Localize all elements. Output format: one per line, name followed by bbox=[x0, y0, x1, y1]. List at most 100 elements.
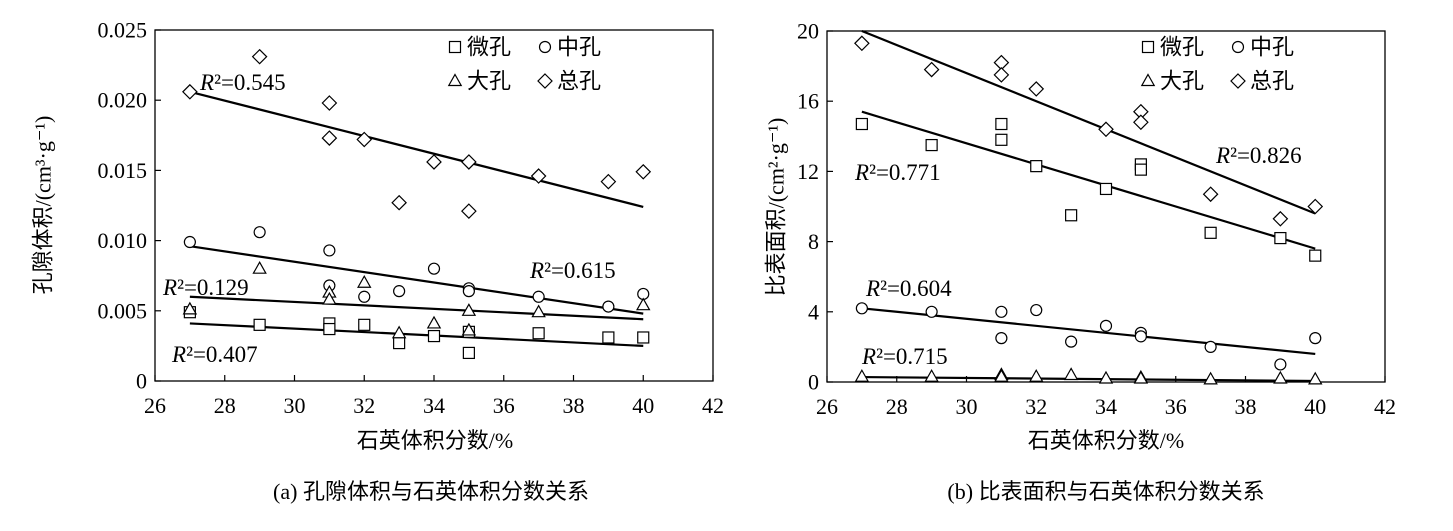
data-point-macropore bbox=[391, 325, 407, 339]
legend-label: 中孔 bbox=[557, 35, 601, 60]
trendline-total-pore bbox=[189, 90, 644, 208]
data-point-mesopore bbox=[1030, 303, 1043, 317]
x-tick-label: 32 bbox=[1025, 394, 1047, 419]
trendline-macropore bbox=[189, 295, 644, 321]
panel-a: 孔隙体积/(cm³·g⁻¹) 石英体积分数/% (a) 孔隙体积与石英体积分数关… bbox=[31, 18, 725, 505]
data-point-macropore bbox=[461, 303, 477, 316]
data-point-total-pore bbox=[1202, 186, 1219, 203]
data-point-total-pore bbox=[182, 83, 198, 100]
panel-b: 比表面积/(cm²·g⁻¹) 石英体积分数/% (b) 比表面积与石英体积分数关… bbox=[764, 19, 1397, 505]
data-point-total-pore bbox=[923, 61, 940, 78]
legend-diamond-icon bbox=[537, 73, 553, 89]
data-point-micropore bbox=[855, 117, 868, 131]
data-point-total-pore bbox=[356, 131, 373, 148]
data-point-macropore bbox=[924, 369, 939, 382]
series-total-pore bbox=[854, 29, 1324, 227]
series-micropore bbox=[855, 110, 1322, 262]
y-tick-label: 16 bbox=[797, 89, 819, 114]
legend-label: 总孔 bbox=[557, 69, 601, 94]
data-point-micropore bbox=[602, 331, 615, 344]
x-tick-label: 28 bbox=[886, 394, 908, 419]
data-point-macropore bbox=[1029, 369, 1044, 382]
data-point-mesopore bbox=[1274, 358, 1287, 371]
caption-a: (a) 孔隙体积与石英体积分数关系 bbox=[273, 479, 589, 504]
r-squared-label-total-pore: R²=0.545 bbox=[199, 70, 286, 95]
y-tick-label: 4 bbox=[808, 299, 819, 324]
data-point-mesopore bbox=[427, 262, 441, 275]
data-point-micropore bbox=[925, 138, 938, 152]
legend-entry-mesopore: 中孔 bbox=[538, 35, 601, 60]
plot-area-b: 26 28 30 32 34 36 38 40 42 0 4 8 12 16 20 R²=0.771 微孔 R²=… bbox=[797, 19, 1396, 420]
data-point-mesopore bbox=[393, 285, 406, 298]
data-point-total-pore bbox=[635, 163, 652, 180]
legend-entry-total-pore: 总孔 bbox=[1230, 69, 1294, 94]
data-point-micropore bbox=[427, 329, 441, 343]
x-tick-label: 42 bbox=[702, 393, 724, 418]
legend-square-icon bbox=[448, 40, 462, 54]
y-tick-label: 0 bbox=[808, 370, 819, 395]
legend-label: 微孔 bbox=[1160, 35, 1204, 60]
plot-area-a: 26 28 30 32 34 36 38 40 42 0 0.005 0.010 0.015 0.020 0… bbox=[98, 18, 725, 419]
data-point-mesopore bbox=[1204, 340, 1217, 353]
data-point-micropore bbox=[637, 331, 650, 344]
data-point-macropore bbox=[531, 304, 546, 318]
x-tick-label: 26 bbox=[144, 393, 166, 418]
x-tick-label: 38 bbox=[563, 393, 585, 418]
x-tick-label: 26 bbox=[816, 394, 838, 419]
data-point-mesopore bbox=[323, 244, 336, 257]
data-point-micropore bbox=[358, 318, 371, 331]
legend-label: 中孔 bbox=[1250, 35, 1294, 60]
legend-label: 微孔 bbox=[467, 35, 511, 60]
data-point-macropore bbox=[182, 301, 198, 315]
y-tick-label: 0.020 bbox=[98, 88, 148, 113]
series-macropore bbox=[182, 260, 651, 339]
data-point-micropore bbox=[532, 327, 545, 340]
data-point-total-pore bbox=[1272, 210, 1289, 227]
legend-square-icon bbox=[1141, 40, 1155, 54]
y-tick-label: 20 bbox=[797, 19, 819, 44]
r-squared-label-mesopore: R²=0.604 bbox=[865, 276, 952, 301]
data-point-total-pore bbox=[600, 173, 617, 190]
trendline-mesopore bbox=[189, 245, 644, 315]
data-point-mesopore bbox=[995, 305, 1008, 318]
data-point-micropore bbox=[1204, 226, 1217, 239]
y-tick-label: 0.025 bbox=[98, 18, 148, 43]
data-point-macropore bbox=[322, 291, 337, 305]
data-point-macropore bbox=[426, 315, 442, 329]
x-tick-label: 30 bbox=[956, 394, 978, 419]
y-tick-label: 12 bbox=[797, 159, 819, 184]
series-total-pore bbox=[182, 48, 652, 219]
data-point-macropore bbox=[252, 260, 267, 274]
data-point-micropore bbox=[323, 322, 336, 336]
data-point-mesopore bbox=[855, 302, 868, 315]
data-point-macropore bbox=[1063, 367, 1079, 381]
legend-entry-macropore: 大孔 bbox=[1140, 69, 1204, 94]
data-point-macropore bbox=[357, 274, 372, 288]
data-point-macropore bbox=[854, 369, 870, 382]
legend-triangle-icon bbox=[1140, 73, 1156, 87]
x-tick-label: 38 bbox=[1235, 394, 1257, 419]
y-axis-title-b: 比表面积/(cm²·g⁻¹) bbox=[764, 118, 789, 297]
data-point-micropore bbox=[1309, 249, 1322, 262]
x-axis-title-b: 石英体积分数/% bbox=[1028, 428, 1184, 453]
data-point-micropore bbox=[1274, 231, 1287, 245]
legend-label: 大孔 bbox=[1160, 69, 1204, 94]
caption-b: (b) 比表面积与石英体积分数关系 bbox=[947, 479, 1264, 504]
x-tick-label: 36 bbox=[493, 393, 515, 418]
legend-diamond-icon bbox=[1230, 73, 1246, 89]
data-point-total-pore bbox=[321, 130, 338, 146]
data-point-total-pore bbox=[530, 168, 547, 184]
data-point-total-pore bbox=[854, 35, 870, 52]
series-macropore bbox=[854, 367, 1323, 385]
y-tick-label: 0 bbox=[136, 369, 147, 394]
x-tick-label: 34 bbox=[1095, 394, 1117, 419]
series-mesopore bbox=[855, 302, 1322, 371]
data-point-mesopore bbox=[602, 300, 615, 313]
legend-entry-micropore: 微孔 bbox=[448, 35, 511, 60]
legend-circle-icon bbox=[538, 40, 552, 54]
x-tick-label: 36 bbox=[1165, 394, 1187, 419]
r-squared-label-micropore: R²=0.771 bbox=[854, 160, 941, 185]
data-point-total-pore bbox=[321, 95, 338, 111]
data-point-total-pore bbox=[461, 203, 477, 219]
